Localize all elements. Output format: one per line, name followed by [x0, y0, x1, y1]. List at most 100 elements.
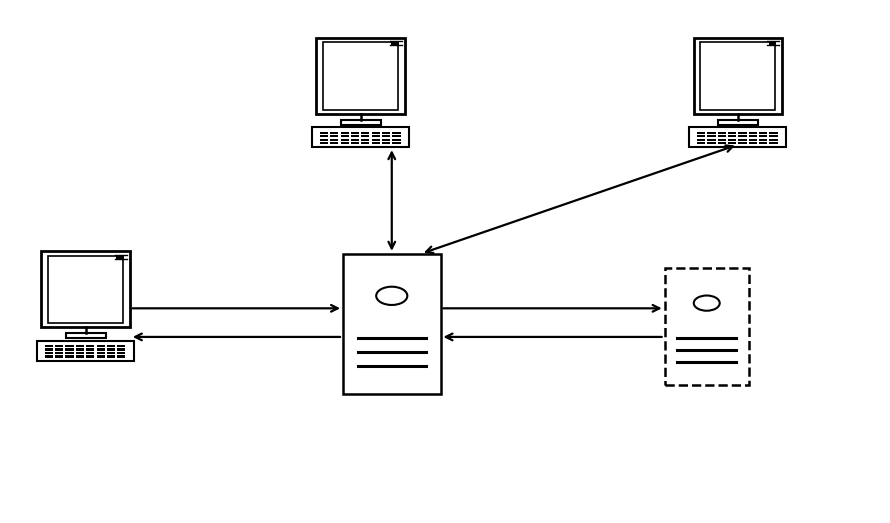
- Bar: [728, 135, 736, 138]
- Bar: [693, 38, 782, 114]
- Bar: [86, 355, 94, 358]
- Bar: [55, 345, 63, 347]
- Bar: [86, 345, 94, 347]
- Bar: [323, 42, 398, 110]
- Bar: [76, 345, 84, 347]
- Bar: [86, 348, 94, 350]
- Bar: [107, 355, 115, 358]
- Bar: [351, 142, 360, 144]
- Bar: [117, 345, 125, 347]
- Bar: [759, 132, 767, 134]
- Bar: [117, 352, 125, 354]
- Bar: [382, 139, 390, 141]
- Bar: [341, 132, 349, 134]
- Bar: [361, 142, 369, 144]
- Bar: [769, 132, 778, 134]
- Bar: [66, 348, 74, 350]
- Bar: [739, 135, 747, 138]
- Bar: [717, 142, 726, 144]
- Bar: [769, 142, 778, 144]
- Bar: [317, 38, 405, 114]
- Bar: [330, 142, 338, 144]
- Bar: [107, 352, 115, 354]
- Bar: [44, 348, 53, 350]
- Bar: [392, 132, 400, 134]
- Bar: [55, 355, 63, 358]
- Bar: [66, 352, 74, 354]
- Bar: [55, 348, 63, 350]
- Bar: [739, 139, 747, 141]
- Bar: [117, 348, 125, 350]
- Bar: [382, 142, 390, 144]
- Bar: [697, 139, 705, 141]
- Bar: [55, 352, 63, 354]
- Bar: [117, 256, 124, 259]
- Bar: [351, 135, 360, 138]
- Bar: [748, 132, 756, 134]
- Bar: [330, 139, 338, 141]
- Bar: [717, 135, 726, 138]
- Bar: [66, 355, 74, 358]
- Bar: [37, 341, 134, 360]
- Bar: [769, 42, 775, 46]
- Bar: [708, 135, 716, 138]
- Bar: [320, 135, 328, 138]
- Bar: [718, 120, 757, 125]
- Bar: [341, 135, 349, 138]
- Bar: [341, 139, 349, 141]
- Bar: [700, 42, 775, 110]
- Bar: [697, 142, 705, 144]
- Bar: [665, 268, 748, 385]
- Bar: [371, 142, 380, 144]
- Bar: [708, 142, 716, 144]
- Bar: [42, 251, 130, 327]
- Bar: [320, 132, 328, 134]
- Bar: [96, 348, 105, 350]
- Bar: [341, 120, 381, 125]
- Bar: [320, 142, 328, 144]
- Bar: [361, 139, 369, 141]
- Bar: [689, 128, 787, 147]
- Bar: [371, 139, 380, 141]
- Bar: [392, 142, 400, 144]
- Bar: [759, 142, 767, 144]
- Bar: [44, 352, 53, 354]
- Bar: [382, 132, 390, 134]
- Bar: [759, 139, 767, 141]
- Bar: [371, 135, 380, 138]
- Bar: [320, 139, 328, 141]
- Bar: [330, 135, 338, 138]
- Bar: [76, 355, 84, 358]
- Bar: [697, 132, 705, 134]
- Bar: [748, 142, 756, 144]
- Bar: [343, 254, 441, 394]
- Bar: [351, 132, 360, 134]
- Bar: [86, 352, 94, 354]
- Bar: [728, 132, 736, 134]
- Bar: [697, 135, 705, 138]
- Bar: [330, 132, 338, 134]
- Bar: [96, 345, 105, 347]
- Bar: [748, 135, 756, 138]
- Bar: [96, 352, 105, 354]
- Bar: [717, 132, 726, 134]
- Bar: [717, 139, 726, 141]
- Bar: [708, 139, 716, 141]
- Bar: [728, 139, 736, 141]
- Bar: [361, 135, 369, 138]
- Bar: [44, 355, 53, 358]
- Bar: [96, 355, 105, 358]
- Bar: [371, 132, 380, 134]
- Bar: [769, 139, 778, 141]
- Bar: [739, 132, 747, 134]
- Bar: [66, 333, 106, 338]
- Bar: [748, 139, 756, 141]
- Bar: [769, 135, 778, 138]
- Bar: [739, 142, 747, 144]
- Bar: [341, 142, 349, 144]
- Bar: [392, 42, 399, 46]
- Bar: [382, 135, 390, 138]
- Bar: [117, 355, 125, 358]
- Bar: [107, 348, 115, 350]
- Bar: [728, 142, 736, 144]
